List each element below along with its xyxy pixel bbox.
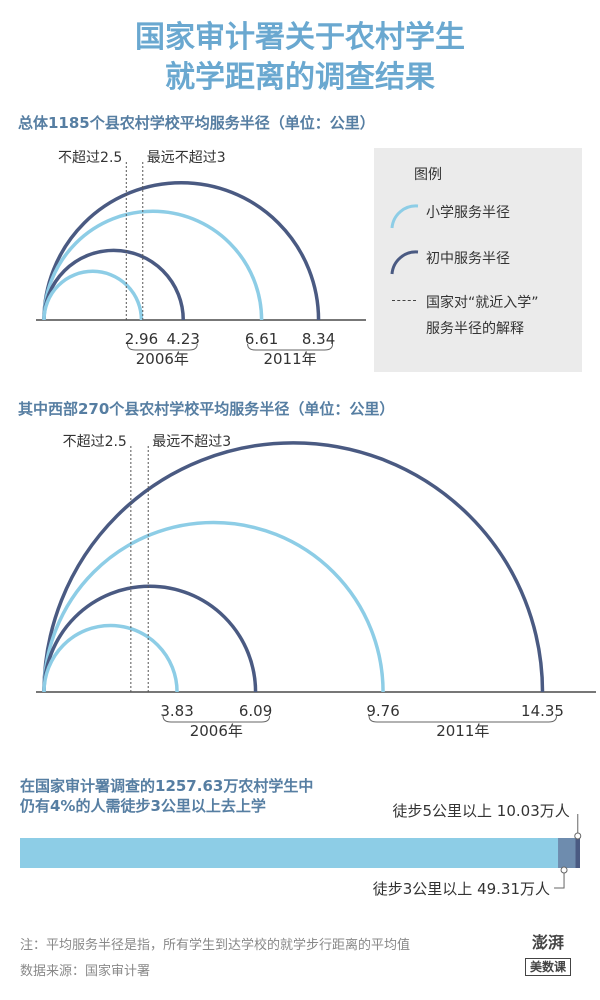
legend-guide-line-icon <box>392 300 416 301</box>
primary-radius-arc-3 <box>42 269 144 321</box>
middle-radius-arc-0 <box>42 441 545 693</box>
legend-title: 图例 <box>414 167 442 183</box>
legend-guide-label-2: 服务半径的解释 <box>426 321 524 337</box>
year-label-0: 2006年 <box>190 722 243 740</box>
tick-label-0: 2.96 <box>125 330 158 348</box>
legend-middle-arc-icon <box>390 250 419 275</box>
chart1-title: 总体1185个县农村学校平均服务半径（单位：公里） <box>18 114 375 132</box>
segment-label-3km: 徒步3公里以上 49.31万人 <box>373 880 550 898</box>
bar-segment-5km <box>575 838 580 868</box>
legend-primary-label: 小学服务半径 <box>426 205 510 221</box>
tick-label-1: 6.09 <box>239 702 272 720</box>
bar-segment-3km <box>558 838 580 868</box>
year-bracket-1 <box>247 343 334 351</box>
legend: 图例 小学服务半径 初中服务半径 国家对“就近入学” 服务半径的解释 <box>374 148 582 372</box>
legend-middle-label: 初中服务半径 <box>426 251 510 267</box>
year-bracket-0 <box>126 343 198 351</box>
chart1-semicircle: 不超过2.5 最远不超过3 2.96 4.23 6.61 8.34 2006年 2011年 <box>36 150 366 368</box>
legend-primary-arc-icon <box>390 204 419 229</box>
tick-label-1: 4.23 <box>167 330 200 348</box>
bar-total <box>20 838 580 868</box>
bar-title-line-1: 在国家审计署调查的1257.63万农村学生中 <box>20 777 314 795</box>
chart2-semicircle: 不超过2.5 最远不超过3 3.83 6.09 9.76 14.35 2006年 2011年 <box>36 434 596 740</box>
guide-label-0: 不超过2.5 <box>58 150 122 166</box>
year-label-1: 2011年 <box>263 350 316 368</box>
tick-label-3: 14.35 <box>521 702 564 720</box>
primary-radius-arc-1 <box>42 520 385 693</box>
chart2-title: 其中西部270个县农村学校平均服务半径（单位：公里） <box>18 400 395 418</box>
year-bracket-0 <box>162 715 271 723</box>
leader-5km-dot <box>574 832 582 840</box>
primary-radius-arc-3 <box>42 623 179 693</box>
page-title: 国家审计署关于农村学生 就学距离的调查结果 <box>0 18 600 98</box>
year-label-1: 2011年 <box>436 722 489 740</box>
guide-label-1: 最远不超过3 <box>152 434 231 450</box>
footnote: 注：平均服务半径是指，所有学生到达学校的就学步行距离的平均值 <box>20 938 411 953</box>
tick-label-0: 3.83 <box>160 702 193 720</box>
tick-label-3: 8.34 <box>302 330 335 348</box>
data-source: 数据来源：国家审计署 <box>20 964 151 979</box>
year-label-0: 2006年 <box>136 350 189 368</box>
bar-title-line-2: 仍有4%的人需徒步3公里以上去上学 <box>20 797 266 815</box>
bar-title: 在国家审计署调查的1257.63万农村学生中 仍有4%的人需徒步3公里以上去上学 <box>20 776 313 816</box>
guide-label-0: 不超过2.5 <box>63 434 127 450</box>
segment-label-5km: 徒步5公里以上 10.03万人 <box>393 802 570 820</box>
legend-guide-label-1: 国家对“就近入学” <box>426 295 539 311</box>
logo-top-text: 澎湃 <box>531 933 564 952</box>
logo: 澎湃 美数课 <box>516 932 580 980</box>
leader-3km-dot <box>560 866 568 874</box>
middle-radius-arc-2 <box>42 584 258 693</box>
primary-radius-arc-1 <box>42 209 264 321</box>
guide-label-1: 最远不超过3 <box>147 150 226 166</box>
logo-bottom-text: 美数课 <box>524 958 571 976</box>
leader-3km <box>554 868 565 889</box>
middle-radius-arc-2 <box>42 248 186 321</box>
title-line-2: 就学距离的调查结果 <box>165 60 435 95</box>
tick-label-2: 9.76 <box>366 702 399 720</box>
tick-label-2: 6.61 <box>245 330 278 348</box>
year-bracket-1 <box>368 715 558 723</box>
title-line-1: 国家审计署关于农村学生 <box>135 20 465 55</box>
middle-radius-arc-0 <box>42 181 321 321</box>
